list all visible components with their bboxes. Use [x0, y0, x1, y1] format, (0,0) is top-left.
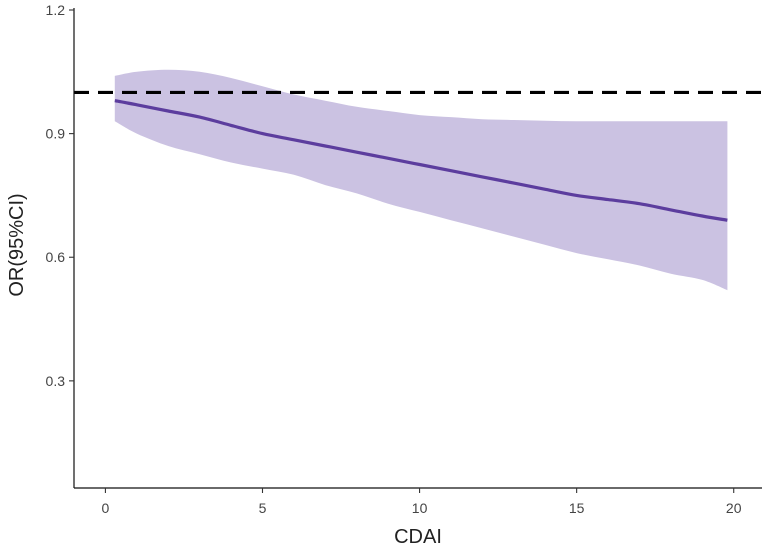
y-tick-label: 0.6	[46, 249, 66, 265]
x-tick-label: 10	[412, 500, 428, 516]
or-curve-layer	[114, 99, 728, 222]
confidence-band	[114, 69, 728, 291]
x-tick-label: 5	[259, 500, 267, 516]
x-tick-label: 15	[569, 500, 585, 516]
y-tick-label: 0.9	[46, 126, 66, 142]
x-axis-title: CDAI	[394, 526, 442, 548]
x-tick-label: 20	[726, 500, 742, 516]
y-tick-label: 0.3	[46, 373, 66, 389]
y-tick-label: 1.2	[46, 2, 66, 18]
x-ticks: 0 5 10 15 20	[102, 488, 742, 516]
or-curve-line	[114, 99, 728, 222]
y-axis-title: OR(95%CI)	[6, 193, 28, 296]
confidence-band-layer	[114, 69, 728, 291]
x-tick-label: 0	[102, 500, 110, 516]
y-ticks: 0.3 0.6 0.9 1.2	[46, 2, 74, 389]
axes	[73, 8, 762, 489]
